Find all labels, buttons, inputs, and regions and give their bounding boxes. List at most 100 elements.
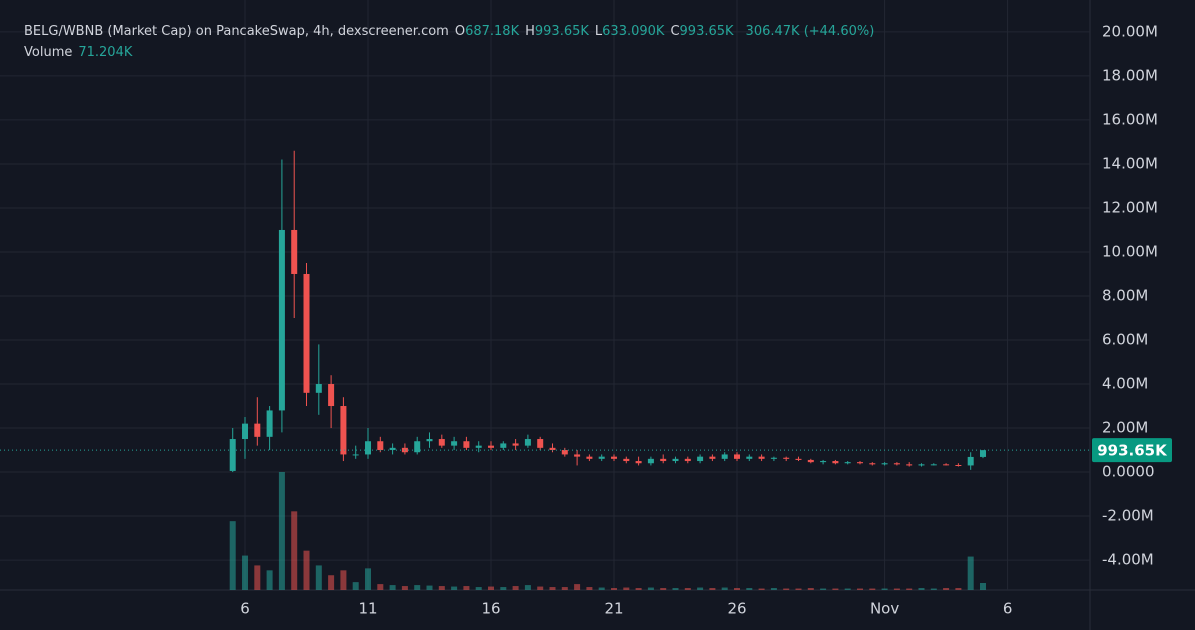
volume-bar [352, 582, 359, 590]
volume-label: Volume [24, 45, 73, 60]
ohlc-value: 633.090K [602, 24, 665, 39]
candle-body [352, 454, 359, 456]
ohlc-key: L [594, 24, 603, 39]
candle-body [967, 456, 974, 466]
volume-bar [783, 588, 790, 590]
candle-body [856, 462, 863, 464]
volume-bar [770, 588, 777, 590]
volume-bar [918, 588, 925, 590]
candle-body [881, 463, 888, 465]
ohlc-value: 993.65K [679, 24, 734, 39]
ohlc-value: 993.65K [534, 24, 589, 39]
candle-body [488, 445, 495, 448]
volume-bar [635, 588, 642, 590]
candle-body [611, 456, 618, 459]
candle-body [746, 456, 753, 459]
candle-body [955, 465, 962, 467]
candle-body [365, 441, 372, 455]
symbol-title: BELG/WBNB (Market Cap) on PancakeSwap, 4… [24, 24, 449, 39]
volume-bar [623, 587, 630, 590]
x-tick-label: 21 [604, 600, 623, 618]
candle-body [943, 464, 950, 466]
candle-body [266, 410, 273, 437]
volume-value: 71.204K [78, 45, 133, 60]
candle-body [795, 458, 802, 460]
volume-bar [365, 568, 372, 590]
volume-bar [869, 588, 876, 590]
volume-bar [660, 588, 667, 590]
volume-bar [438, 586, 445, 590]
candle-body [574, 454, 581, 457]
candle-body [807, 459, 814, 463]
candle-body [537, 439, 544, 448]
candle-body [598, 456, 605, 459]
volume-header: Volume 71.204K [24, 45, 138, 60]
volume-bar [758, 588, 765, 590]
volume-bar [930, 588, 937, 590]
x-tick-label: 26 [727, 600, 746, 618]
volume-bar [844, 588, 851, 590]
volume-bar [488, 586, 495, 590]
candle-body [758, 456, 765, 459]
y-tick-label: 16.00M [1102, 110, 1158, 128]
candle-body [721, 454, 728, 459]
change: 306.47K (+44.60%) [745, 24, 875, 39]
candle-body [426, 439, 433, 442]
volume-bar [242, 555, 249, 590]
volume-bar [807, 588, 814, 590]
candle-body [869, 463, 876, 465]
candle-body [524, 439, 531, 446]
volume-bar [598, 587, 605, 590]
y-tick-label: 6.00M [1102, 331, 1148, 349]
volume-bar [229, 521, 236, 590]
volume-bar [512, 586, 519, 590]
volume-bar [254, 565, 261, 590]
candle-body [438, 439, 445, 446]
volume-bar [881, 588, 888, 590]
volume-bar [709, 588, 716, 590]
ohlc-value: 687.18K [465, 24, 520, 39]
volume-bar [672, 588, 679, 590]
volume-bar [500, 587, 507, 590]
volume-bar [278, 472, 285, 590]
candle-body [586, 456, 593, 459]
x-tick-label: 11 [358, 600, 377, 618]
volume-bar [979, 582, 986, 590]
y-tick-label: 8.00M [1102, 286, 1148, 304]
volume-bar [733, 588, 740, 590]
candle-body [820, 461, 827, 463]
candle-body [414, 441, 421, 453]
candle-body [697, 456, 704, 462]
volume-bar [549, 587, 556, 590]
candle-body [463, 441, 470, 448]
x-tick-label: Nov [870, 600, 899, 618]
volume-bar [967, 556, 974, 590]
ohlc-key: C [670, 24, 680, 39]
volume-bar [611, 588, 618, 590]
candle-body [512, 443, 519, 446]
candle-body [561, 450, 568, 455]
candle-body [242, 423, 249, 440]
volume-bar [377, 584, 384, 590]
candle-body [709, 456, 716, 459]
volume-bar [414, 585, 421, 590]
candle-body [291, 229, 298, 274]
candle-body [832, 461, 839, 464]
candle-body [328, 384, 335, 407]
volume-bar [315, 565, 322, 590]
y-tick-label: 20.00M [1102, 22, 1158, 40]
volume-bar [943, 588, 950, 590]
candle-body [635, 461, 642, 464]
x-tick-label: 6 [240, 600, 250, 618]
volume-bar [820, 588, 827, 590]
ohlc-key: O [454, 24, 466, 39]
volume-bar [746, 588, 753, 590]
volume-bar [475, 587, 482, 590]
volume-bar [647, 587, 654, 590]
volume-bar [795, 588, 802, 590]
candle-body [672, 458, 679, 462]
y-tick-label: -4.00M [1102, 551, 1154, 569]
ohlc: O687.18K H993.65K L633.090K C993.65K [455, 24, 740, 39]
